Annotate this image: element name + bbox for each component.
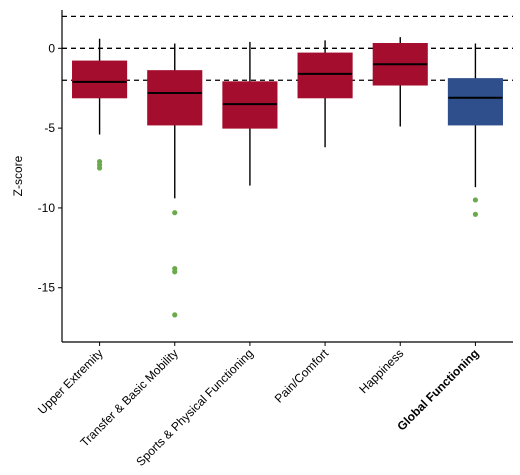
box-0: [72, 38, 128, 171]
box-4: [372, 37, 428, 127]
iqr-box: [297, 52, 353, 99]
outlier-point: [172, 269, 178, 275]
outlier-point: [472, 197, 479, 203]
box-3: [297, 40, 353, 148]
box-1: [147, 43, 203, 318]
y-axis-title: Z-score: [11, 155, 25, 196]
y-tick-label: -15: [38, 281, 56, 295]
iqr-box: [447, 78, 503, 126]
reference-lines: [62, 15, 513, 81]
boxes: [72, 37, 503, 318]
outlier-point: [96, 165, 103, 171]
y-tick-label: -5: [44, 121, 55, 135]
x-tick-label: Upper Extremity: [35, 346, 106, 417]
box-2: [222, 41, 278, 186]
iqr-box: [147, 70, 203, 126]
x-tick-label: Happiness: [356, 346, 406, 396]
iqr-box: [72, 60, 128, 99]
x-tick-label: Pain/Comfort: [272, 346, 332, 406]
outlier-point: [172, 312, 178, 318]
box-5: [447, 43, 503, 217]
x-tick-label: Global Functioning: [394, 346, 481, 433]
outlier-point: [472, 211, 479, 217]
y-tick-label: -10: [38, 201, 56, 215]
y-tick-label: 0: [48, 41, 55, 55]
outlier-point: [172, 210, 178, 216]
